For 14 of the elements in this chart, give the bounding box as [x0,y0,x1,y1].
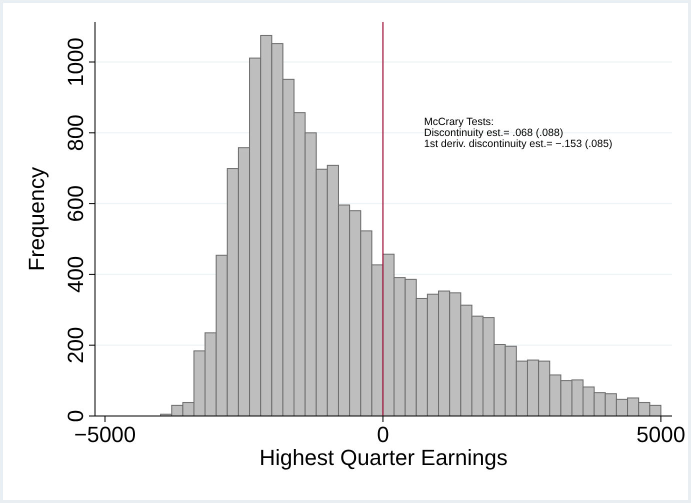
y-tick-label: 200 [63,326,88,364]
x-tick-label: 0 [376,422,390,447]
annotation: Discontinuity est.= .068 (.088) [424,127,564,139]
y-tick-label: 1000 [63,38,88,86]
y-tick-label: 0 [63,410,88,422]
y-tick-label: 600 [63,185,88,222]
y-tick-label: 400 [63,256,88,293]
y-tick-label: 800 [63,114,88,152]
annotation: 1st deriv. discontinuity est.= −.153 (.085) [424,138,612,150]
y-axis-title: Frequency [24,167,49,271]
x-tick-label: −5000 [74,422,136,447]
annotation: McCrary Tests: [424,116,494,128]
x-tick-label: 5000 [636,422,686,447]
x-axis-title: Highest Quarter Earnings [259,445,508,470]
